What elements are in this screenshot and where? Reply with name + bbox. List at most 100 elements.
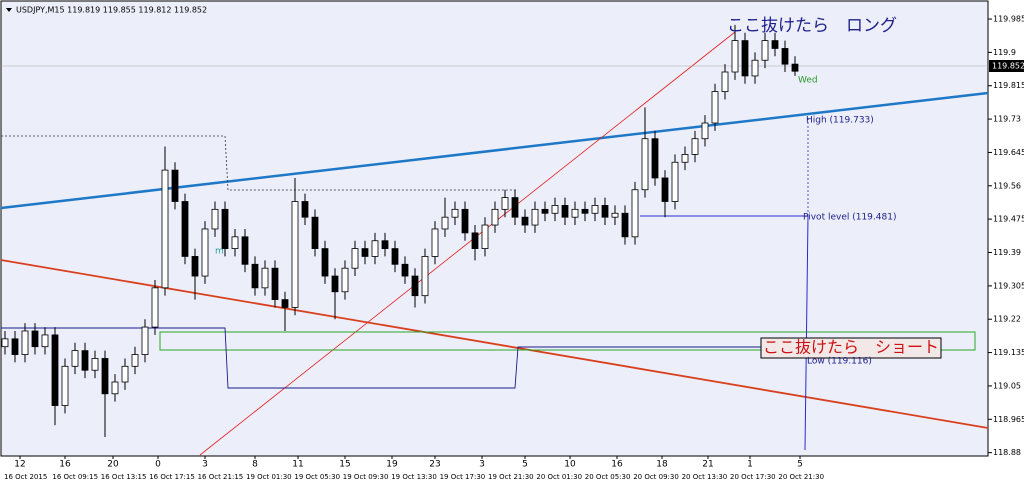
candle-body	[341, 267, 349, 293]
candle-body	[371, 240, 379, 257]
x-date-label: 20 Oct 05:30	[585, 473, 631, 481]
candle-body	[571, 208, 579, 218]
x-hour-label: 11	[292, 460, 303, 470]
candle-body	[661, 177, 669, 202]
candle-body	[51, 334, 59, 406]
candle-body	[111, 381, 119, 395]
x-date-label: 19 Oct 13:30	[391, 473, 437, 481]
pivot-high-line	[1, 135, 518, 191]
candle-body	[781, 48, 789, 65]
y-tick-label: 119.56	[993, 181, 1021, 190]
candle-body	[761, 40, 769, 61]
candle-body	[741, 40, 749, 77]
candle-body	[701, 122, 709, 140]
x-hour-label: 10	[564, 460, 576, 470]
x-hour-label: 5	[797, 460, 803, 470]
x-hour-label: 23	[429, 460, 440, 470]
annotation-pivot: Pivot level (119.481)	[803, 213, 896, 223]
candle-body	[421, 256, 429, 297]
candle-body	[431, 228, 439, 257]
candle-body	[581, 208, 589, 214]
trend-line	[199, 31, 736, 456]
menu-arrow	[6, 8, 12, 12]
short-label-box	[760, 337, 942, 359]
annotation-short: ここ抜けたら ショート	[763, 338, 939, 357]
candle-body	[721, 71, 729, 93]
candle-body	[131, 354, 139, 367]
candle-body	[481, 224, 489, 249]
x-date-label: 16 Oct 17:15	[149, 473, 195, 481]
price-tag	[989, 60, 1024, 72]
candle-body	[671, 161, 679, 202]
x-hour-label: 16	[611, 460, 623, 470]
candle-body	[641, 138, 649, 191]
y-tick-label: 119.985	[993, 15, 1024, 24]
x-date-label: 19 Oct 05:30	[294, 473, 340, 481]
x-date-label: 19 Oct 17:30	[440, 473, 486, 481]
x-date-label: 16 Oct 09:15	[52, 473, 98, 481]
y-tick-label: 119.39	[993, 248, 1021, 257]
candle-body	[101, 358, 109, 395]
y-tick-label: 119.305	[993, 281, 1024, 290]
candle-body	[531, 208, 539, 226]
candle-body	[31, 330, 39, 348]
x-hour-label: 5	[522, 460, 528, 470]
candle-body	[731, 40, 739, 73]
candle-body	[261, 267, 269, 289]
candle-body	[451, 208, 459, 218]
candle-body	[71, 350, 79, 367]
candle-body	[281, 299, 289, 308]
candle-body	[141, 326, 149, 355]
candle-body	[411, 275, 419, 297]
x-hour-label: 16	[59, 460, 71, 470]
candle-body	[771, 40, 779, 49]
y-tick-label: 119.135	[993, 348, 1024, 357]
candle-body	[1, 338, 9, 348]
candle-body	[361, 248, 369, 257]
candle-body	[461, 208, 469, 234]
candle-body	[331, 275, 339, 293]
candle-body	[241, 236, 249, 265]
x-hour-label: 3	[479, 460, 485, 470]
x-date-label: 19 Oct 21:30	[488, 473, 534, 481]
x-hour-label: 21	[702, 460, 713, 470]
candle-body	[441, 216, 449, 230]
candle-body	[291, 201, 299, 308]
candle-body	[251, 263, 259, 289]
candle-body	[401, 263, 409, 277]
x-date-label: 19 Oct 01:30	[246, 473, 292, 481]
x-hour-label: 1	[747, 460, 753, 470]
candle-body	[591, 205, 599, 214]
candle-body	[91, 358, 99, 371]
x-hour-label: 19	[386, 460, 398, 470]
candle-body	[391, 248, 399, 265]
annotation-long: ここ抜けたら ロング	[727, 16, 897, 36]
candle-body	[201, 228, 209, 277]
y-tick-label: 119.22	[993, 315, 1021, 324]
candle-body	[321, 248, 329, 277]
candle-body	[491, 208, 499, 226]
candle-body	[81, 350, 89, 371]
candle-body	[211, 208, 219, 230]
x-hour-label: 20	[107, 460, 119, 470]
x-date-label: 19 Oct 09:30	[343, 473, 389, 481]
candle-body	[301, 201, 309, 218]
annotation-marker: m	[215, 247, 224, 257]
x-date-label: 16 Oct 21:15	[198, 473, 244, 481]
annotation-day: Wed	[798, 76, 818, 86]
candle-body	[511, 197, 519, 218]
candle-body	[681, 154, 689, 163]
current-price: 119.852	[992, 62, 1024, 71]
y-tick-label: 119.815	[993, 81, 1024, 90]
candle-body	[611, 212, 619, 218]
candle-body	[171, 169, 179, 202]
candle-body	[351, 248, 359, 269]
candle-body	[621, 212, 629, 238]
x-date-label: 20 Oct 09:30	[633, 473, 679, 481]
x-date-label: 20 Oct 01:30	[536, 473, 582, 481]
x-hour-label: 8	[252, 460, 258, 470]
y-tick-label: 119.475	[993, 215, 1024, 224]
candle-body	[311, 216, 319, 249]
